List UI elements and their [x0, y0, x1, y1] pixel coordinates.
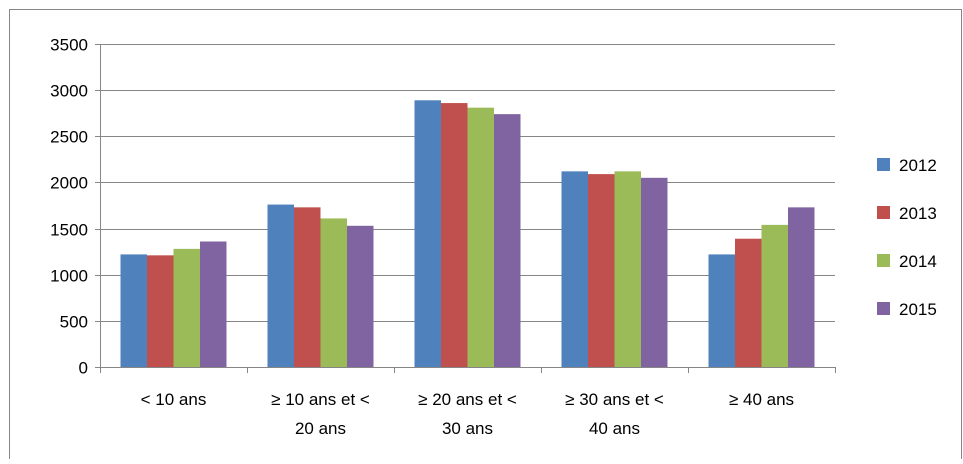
y-tick-label: 2000 [50, 174, 88, 193]
x-axis-tick-labels: < 10 ans ≥ 10 ans et < 20 ans ≥ 20 ans et <… [141, 390, 794, 438]
x-tick-label: ≥ 40 ans [729, 390, 794, 409]
y-tick-label: 1000 [50, 267, 88, 286]
bar-2014 [614, 171, 641, 367]
bar-2012 [414, 100, 441, 368]
x-tick-label: ≥ 30 ans et < [565, 390, 664, 409]
bar-2012 [708, 254, 735, 367]
x-tick-label: ≥ 20 ans et < [418, 390, 517, 409]
bar-2015 [347, 225, 374, 367]
bar-2015 [494, 114, 521, 367]
bar-2014 [761, 224, 788, 367]
y-axis-tick-labels: 0 500 1000 1500 2000 2500 3000 3500 [50, 36, 88, 378]
bar-2013 [441, 103, 468, 367]
y-tick-label: 1500 [50, 221, 88, 240]
y-tick-label: 500 [60, 313, 88, 332]
y-tick-label: 0 [79, 359, 88, 378]
bar-2015 [788, 207, 815, 367]
x-tick-label: ≥ 10 ans et < [271, 390, 370, 409]
y-tick-label: 3500 [50, 36, 88, 55]
legend-swatch-2015 [877, 302, 890, 315]
bar-2013 [294, 207, 321, 367]
bar-2015 [200, 241, 227, 367]
bar-2014 [320, 218, 347, 367]
legend-label: 2012 [899, 156, 937, 175]
bar-2012 [267, 204, 294, 367]
x-tick-label: 40 ans [589, 419, 640, 438]
legend: 2012 2013 2014 2015 [877, 156, 937, 319]
legend-swatch-2014 [877, 254, 890, 267]
x-tick-label: < 10 ans [141, 390, 207, 409]
x-tick-label: 20 ans [295, 419, 346, 438]
bar-2012 [120, 254, 147, 367]
y-tick-label: 3000 [50, 82, 88, 101]
legend-label: 2015 [899, 300, 937, 319]
legend-label: 2013 [899, 204, 937, 223]
bar-2013 [588, 174, 615, 367]
legend-swatch-2012 [877, 158, 890, 171]
y-tick-label: 2500 [50, 128, 88, 147]
bar-2014 [173, 248, 200, 367]
bar-2014 [467, 107, 494, 368]
bar-2013 [147, 255, 174, 367]
x-tick-label: 30 ans [442, 419, 493, 438]
bar-2012 [561, 171, 588, 367]
axes [95, 44, 836, 373]
bar-2013 [735, 238, 762, 367]
bar-2015 [641, 177, 668, 367]
legend-label: 2014 [899, 252, 937, 271]
bars [120, 100, 815, 368]
legend-swatch-2013 [877, 206, 890, 219]
